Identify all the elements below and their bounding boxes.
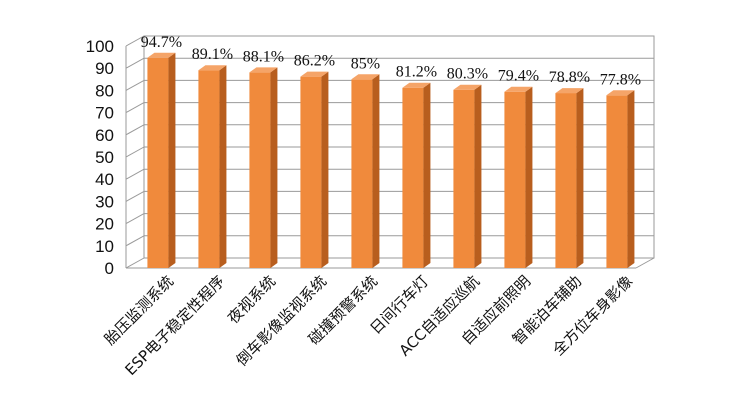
gridline-side: [125, 168, 145, 180]
bar-top: [402, 82, 431, 88]
bar: [453, 84, 482, 268]
data-label: 89.1%: [192, 46, 233, 63]
y-tick-label: 50: [95, 148, 114, 167]
bar-top: [351, 74, 380, 80]
y-tick-label: 60: [95, 126, 114, 145]
gridline-side: [125, 124, 145, 136]
bar-top: [147, 52, 176, 58]
gridline-side: [125, 57, 145, 69]
bar-top: [453, 84, 482, 90]
bar-front: [147, 57, 169, 269]
bar-front: [351, 79, 373, 268]
data-label: 81.2%: [396, 64, 437, 81]
y-axis-ticks: 0 10 20 30 40 50 60 70 80 90 100: [86, 37, 114, 278]
data-label: 88.1%: [243, 48, 284, 65]
bar-front: [453, 89, 475, 268]
bar-front: [300, 76, 322, 268]
data-label: 80.3%: [447, 66, 488, 83]
bar-front: [606, 95, 628, 268]
data-label: 78.8%: [549, 69, 590, 86]
x-tick-label: ESP电子稳定性程序: [121, 272, 228, 379]
data-label: 77.8%: [600, 71, 641, 88]
gridline-side: [125, 235, 145, 247]
bar-top: [249, 67, 278, 73]
y-tick-label: 10: [95, 237, 114, 256]
data-label: 79.4%: [498, 68, 539, 85]
data-label: 85%: [351, 55, 380, 72]
bar-side: [576, 88, 584, 269]
bar: [555, 88, 584, 269]
bar-side: [627, 90, 635, 268]
bar: [147, 52, 176, 269]
bar-side: [270, 67, 278, 268]
bar-top: [504, 86, 533, 92]
bar-side: [423, 82, 431, 269]
data-label: 86.2%: [294, 53, 335, 70]
x-tick-label: 倒车影像监视系统: [233, 272, 331, 370]
gridline-side: [125, 102, 145, 114]
bar: [504, 86, 533, 269]
data-labels: 94.7% 89.1% 88.1% 86.2% 85% 81.2% 80.3% 79.4% 78…: [141, 34, 641, 89]
bar-side: [474, 84, 482, 268]
bar: [249, 67, 278, 268]
y-tick-label: 100: [86, 37, 114, 56]
y-tick-label: 0: [105, 259, 114, 278]
bar-side: [525, 86, 533, 269]
bar-top: [300, 71, 329, 77]
bar-top: [198, 65, 227, 71]
bar: [198, 65, 227, 268]
y-tick-label: 40: [95, 170, 114, 189]
x-axis-labels: 胎压监测系统ESP电子稳定性程序夜视系统倒车影像监视系统碰撞预警系统日间行车灯A…: [101, 272, 636, 379]
y-tick-label: 80: [95, 81, 114, 100]
bar: [606, 90, 635, 268]
data-label: 94.7%: [141, 34, 182, 51]
bar-front: [504, 91, 526, 269]
gridline-side: [125, 35, 145, 47]
gridline-side: [125, 213, 145, 225]
gridline-side: [125, 190, 145, 202]
y-tick-label: 70: [95, 104, 114, 123]
bar-side: [372, 74, 380, 268]
bar-front: [249, 72, 271, 268]
gridline-side: [125, 146, 145, 158]
gridline-side: [125, 79, 145, 91]
bar: [300, 71, 329, 268]
bar-side: [168, 52, 176, 269]
floor-right-edge: [635, 257, 655, 269]
bars: [147, 52, 635, 269]
bar-front: [402, 87, 424, 269]
bar-side: [321, 71, 329, 268]
bar-top: [606, 90, 635, 96]
bar-front: [198, 70, 220, 268]
gridline-side: [125, 257, 145, 269]
y-tick-label: 20: [95, 215, 114, 234]
y-tick-label: 90: [95, 59, 114, 78]
bar: [402, 82, 431, 269]
bar-top: [555, 88, 584, 94]
bar-side: [219, 65, 227, 268]
y-tick-label: 30: [95, 192, 114, 211]
bar: [351, 74, 380, 268]
bar-front: [555, 93, 577, 269]
